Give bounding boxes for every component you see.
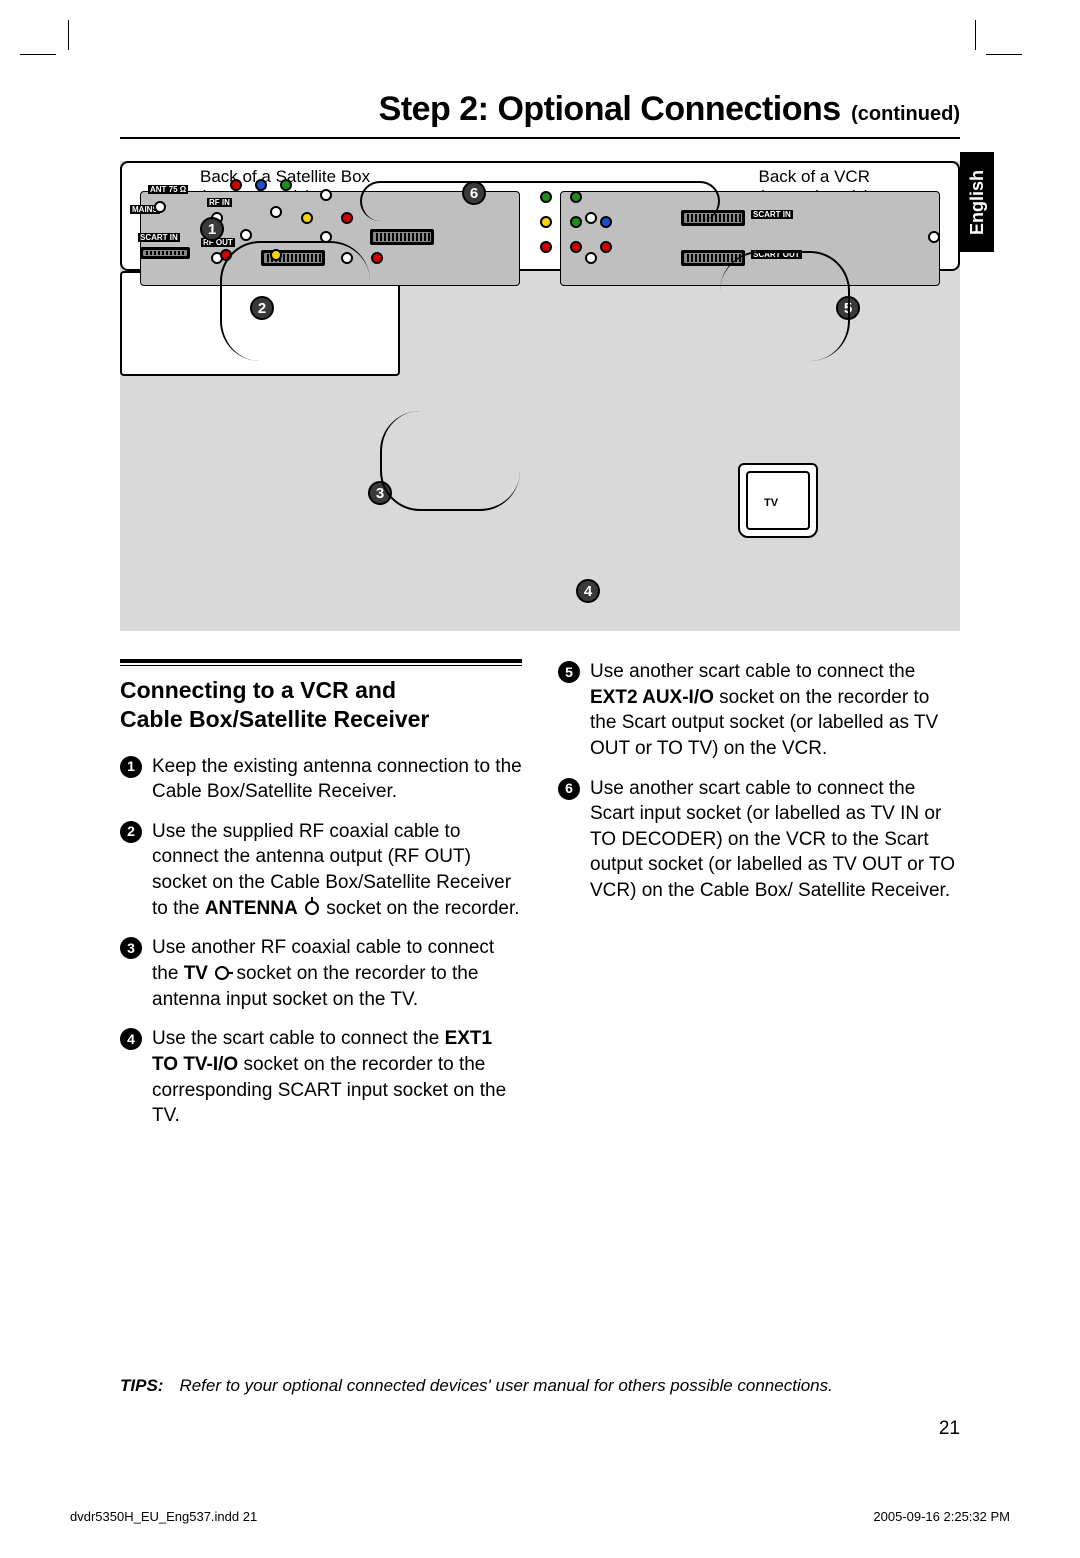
crop-mark (68, 20, 69, 50)
footer: dvdr5350H_EU_Eng537.indd 21 2005-09-16 2… (70, 1509, 1010, 1524)
tv-pb-port-icon (255, 179, 267, 191)
step-text: Use another RF coaxial cable to connect … (152, 935, 522, 1012)
step-text: Use the scart cable to connect the EXT1 … (152, 1026, 522, 1129)
step-bullet: 2 (120, 821, 142, 843)
vhf-out-port-icon (585, 252, 597, 264)
title-rule (120, 137, 960, 139)
tv-label: TV (764, 497, 960, 509)
step-text: Use another scart cable to connect the E… (590, 659, 960, 762)
page-title-row: Step 2: Optional Connections (continued) (120, 90, 960, 129)
step-bullet: 4 (120, 1028, 142, 1050)
tv-scart-in-icon (140, 247, 190, 259)
callout-1: 1 (200, 217, 224, 241)
section-title-line1: Connecting to a VCR and (120, 677, 396, 703)
step-text: Use the supplied RF coaxial cable to con… (152, 819, 522, 922)
page: Step 2: Optional Connections (continued)… (0, 0, 1080, 1558)
tv-scart-in-label: SCART IN (138, 233, 180, 242)
audio-out-port-icon (371, 252, 383, 264)
tips-text: Refer to your optional connected devices… (179, 1376, 960, 1396)
cable-icon (720, 251, 850, 361)
page-title-continued: (continued) (851, 103, 960, 125)
cable-icon (360, 181, 720, 221)
step-bullet: 5 (558, 661, 580, 683)
rf-in-label: RF IN (207, 198, 232, 207)
digital-audio-port-icon (928, 231, 940, 243)
step-text: Keep the existing antenna connection to … (152, 754, 522, 805)
step-bullet: 3 (120, 937, 142, 959)
step-item: 6 Use another scart cable to connect the … (558, 776, 960, 904)
section-title: Connecting to a VCR and Cable Box/Satell… (120, 676, 522, 734)
ext1-scart-icon (370, 229, 434, 245)
step-bullet: 6 (558, 778, 580, 800)
vcr-label-line1: Back of a VCR (759, 167, 871, 186)
pr-port-icon (600, 241, 612, 253)
connection-diagram: Back of a Satellite Box (example only) B… (120, 161, 960, 631)
antenna-port-icon (320, 189, 332, 201)
scart-in-label: SCART IN (751, 210, 793, 219)
step-bullet: 1 (120, 756, 142, 778)
tv-ant-label: ANT 75 Ω (148, 185, 188, 194)
steps-right: 5 Use another scart cable to connect the … (558, 659, 960, 904)
callout-4: 4 (576, 579, 600, 603)
audio-r-port-icon (540, 241, 552, 253)
tv-audio-l-port-icon (240, 229, 252, 241)
tv-pr-port-icon (230, 179, 242, 191)
tv-ant-port-icon (154, 201, 166, 213)
crop-mark (975, 20, 976, 50)
tv-svideo-port-icon (270, 206, 282, 218)
page-number: 21 (939, 1418, 960, 1440)
section-title-line2: Cable Box/Satellite Receiver (120, 706, 429, 732)
steps-left: 1 Keep the existing antenna connection to… (120, 754, 522, 1129)
language-tab: English (960, 152, 994, 252)
crop-mark (20, 54, 56, 55)
content-area: Step 2: Optional Connections (continued)… (120, 90, 960, 1468)
cable-icon (220, 241, 370, 361)
column-left: Connecting to a VCR and Cable Box/Satell… (120, 659, 522, 1143)
crop-mark (986, 54, 1022, 55)
column-right: 5 Use another scart cable to connect the … (558, 659, 960, 1143)
step-item: 1 Keep the existing antenna connection to… (120, 754, 522, 805)
cable-icon (380, 411, 520, 511)
footer-left: dvdr5350H_EU_Eng537.indd 21 (70, 1509, 257, 1524)
tips-label: TIPS: (120, 1376, 163, 1396)
step-item: 4 Use the scart cable to connect the EXT1… (120, 1026, 522, 1129)
step-item: 2 Use the supplied RF coaxial cable to co… (120, 819, 522, 922)
step-item: 3 Use another RF coaxial cable to connect… (120, 935, 522, 1012)
audio-r2-port-icon (570, 241, 582, 253)
tips-row: TIPS: Refer to your optional connected d… (120, 1376, 960, 1396)
body-columns: Connecting to a VCR and Cable Box/Satell… (120, 659, 960, 1143)
audio-out-r-port-icon (341, 212, 353, 224)
footer-right: 2005-09-16 2:25:32 PM (873, 1509, 1010, 1524)
step-item: 5 Use another scart cable to connect the … (558, 659, 960, 762)
video-out-port-icon (301, 212, 313, 224)
step-text: Use another scart cable to connect the S… (590, 776, 960, 904)
section-rule (120, 665, 522, 666)
tv-y-port-icon (280, 179, 292, 191)
language-tab-label: English (967, 169, 988, 234)
page-title: Step 2: Optional Connections (379, 90, 841, 128)
section-rule (120, 659, 522, 663)
